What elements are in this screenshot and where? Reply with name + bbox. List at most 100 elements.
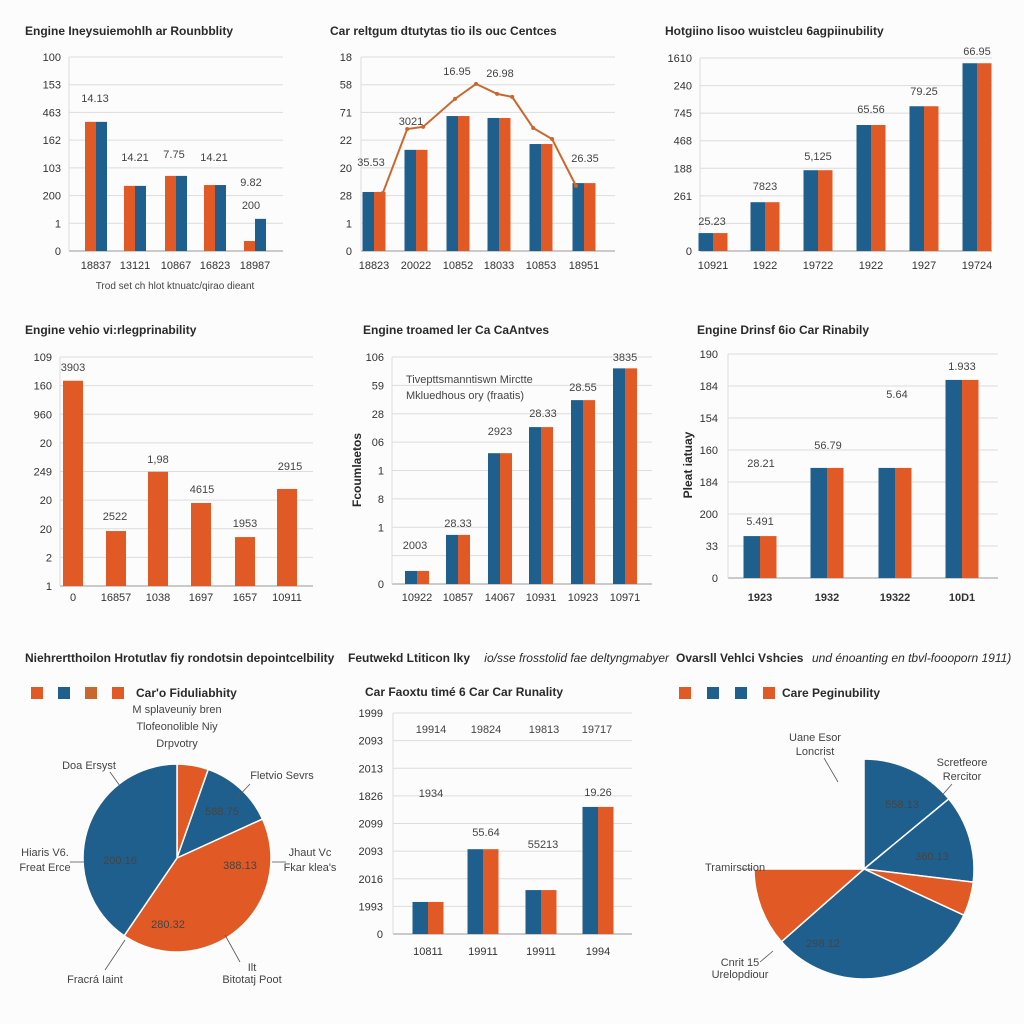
bar <box>541 890 557 934</box>
data-label: 65.56 <box>857 104 885 116</box>
y-tick-label: 153 <box>43 80 61 92</box>
line-point <box>474 81 479 86</box>
bar <box>191 502 211 586</box>
x-tick-label: 1038 <box>146 592 170 604</box>
bar <box>96 121 107 251</box>
data-label: 1953 <box>233 518 257 530</box>
x-tick-label: 14067 <box>485 592 516 604</box>
x-tick-label: 19322 <box>880 592 911 604</box>
x-tick-label: 19722 <box>803 260 834 272</box>
y-axis-label: Fcoumlaetos <box>350 433 364 507</box>
data-label: 2003 <box>403 540 427 552</box>
bar <box>613 368 625 584</box>
bar <box>529 427 541 584</box>
callout-leader <box>759 950 774 963</box>
y-tick-label: 1 <box>55 218 61 230</box>
x-tick-label: 1994 <box>586 946 610 958</box>
legend-swatch <box>679 687 691 699</box>
top-label: 19914 <box>416 724 447 736</box>
bar <box>878 467 895 578</box>
bar <box>458 116 470 251</box>
slice-value-label: 558.13 <box>885 799 919 811</box>
y-tick-label: 960 <box>34 409 52 421</box>
bar <box>760 536 777 578</box>
callout-label: Urelopdiour <box>712 969 769 981</box>
y-tick-label: 20 <box>40 438 52 450</box>
bar-chart-1 <box>68 56 283 252</box>
pie-slice <box>863 758 950 871</box>
data-label: 79.25 <box>910 86 938 98</box>
data-label: 26.98 <box>486 68 514 80</box>
y-tick-label: 2016 <box>359 874 383 886</box>
x-tick-label: 10867 <box>161 260 192 272</box>
chart-title: Feutwekd Ltiticon lky <box>348 651 470 665</box>
chart-subtitle: Car Faoxtu timé 6 Car Car Runality <box>365 685 563 699</box>
y-axis-label: Pleat iatuay <box>681 431 695 498</box>
top-label: 19813 <box>529 724 560 736</box>
bar <box>165 175 176 251</box>
line-point <box>453 96 458 101</box>
y-tick-label: 20 <box>40 495 52 507</box>
line-point <box>531 125 536 130</box>
bar <box>962 63 977 251</box>
y-tick-label: 1993 <box>359 901 383 913</box>
line-point <box>550 137 555 142</box>
y-tick-label: 0 <box>377 929 383 941</box>
callout-label: Hiaris V6. <box>21 847 69 859</box>
legend-swatch <box>31 687 43 699</box>
callout-label: Tramirsction <box>705 862 765 874</box>
pie-subtitle: Tlofeonolible Niy <box>136 721 218 733</box>
data-label: 66.95 <box>963 46 991 58</box>
pie-slice <box>780 868 965 980</box>
x-tick-label: 16823 <box>200 260 231 272</box>
callout-leader <box>937 783 953 801</box>
y-tick-label: 28 <box>340 191 352 203</box>
y-tick-label: 109 <box>34 352 52 364</box>
chart-title: Engine Drinsf 6io Car Rinabily <box>697 323 869 337</box>
y-tick-label: 1 <box>378 522 384 534</box>
y-tick-label: 106 <box>366 352 384 364</box>
pie-slice <box>753 868 866 943</box>
bar <box>428 901 444 934</box>
pie-slice <box>82 763 178 937</box>
y-tick-label: 240 <box>674 81 692 93</box>
bar <box>713 233 728 251</box>
data-label: 56.79 <box>814 440 842 452</box>
x-tick-label: 1923 <box>748 592 772 604</box>
y-tick-label: 2 <box>46 552 52 564</box>
y-tick-label: 0 <box>378 579 384 591</box>
bar-chart-8 <box>392 712 632 935</box>
data-label: 14.21 <box>200 152 228 164</box>
legend-swatch <box>58 687 70 699</box>
slice-value-label: 200.16 <box>103 855 137 867</box>
callout-label: Uane Esor <box>789 732 841 744</box>
y-tick-label: 59 <box>372 380 384 392</box>
bar <box>583 400 595 584</box>
bar <box>487 117 499 251</box>
callout-leader <box>104 939 126 971</box>
callout-label: Scretfeore <box>937 757 988 769</box>
y-tick-label: 28 <box>372 409 384 421</box>
x-tick-label: 18033 <box>484 260 515 272</box>
y-tick-label: 2099 <box>359 819 383 831</box>
y-tick-label: 1 <box>346 218 352 230</box>
data-label: 7.75 <box>163 149 184 161</box>
y-tick-label: 1826 <box>359 791 383 803</box>
legend-swatch <box>112 687 124 699</box>
top-label: 19824 <box>471 724 502 736</box>
y-tick-label: 154 <box>700 413 718 425</box>
data-label: 2522 <box>103 511 127 523</box>
x-tick-label: 0 <box>70 592 76 604</box>
legend-swatch <box>735 687 747 699</box>
bar-chart-3 <box>698 57 992 252</box>
bar <box>571 400 583 584</box>
x-tick-label: 1922 <box>753 260 777 272</box>
y-tick-label: 58 <box>340 80 352 92</box>
bar <box>135 185 146 251</box>
y-tick-label: 1 <box>378 466 384 478</box>
callout-leader <box>224 934 241 963</box>
bar <box>106 531 126 586</box>
bar <box>945 379 962 578</box>
x-tick-label: 10923 <box>568 592 599 604</box>
